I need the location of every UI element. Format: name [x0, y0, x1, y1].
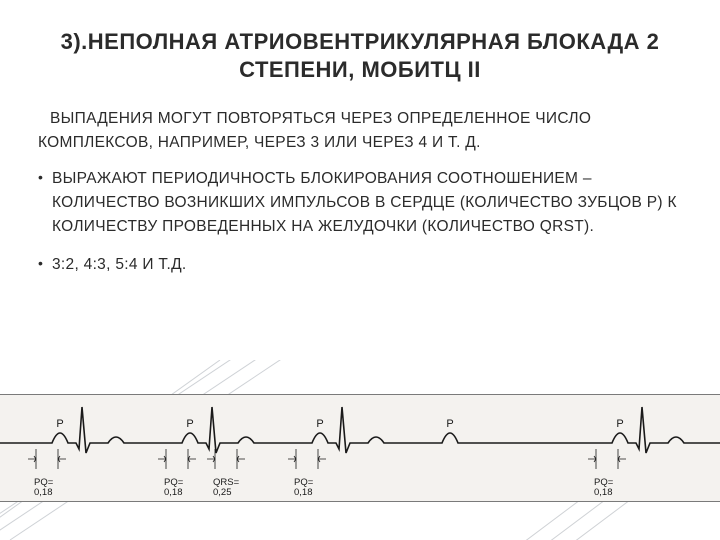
paragraph: ВЫПАДЕНИЯ МОГУТ ПОВТОРЯТЬСЯ ЧЕРЕЗ ОПРЕДЕ… [38, 107, 682, 155]
page-title: 3).НЕПОЛНАЯ АТРИОВЕНТРИКУЛЯРНАЯ БЛОКАДА … [0, 0, 720, 93]
ecg-chart: PPPPPPQ=0,18PQ=0,18QRS=0,25PQ=0,18PQ=0,1… [0, 394, 720, 502]
svg-text:P: P [316, 418, 323, 430]
bullet-item: 3:2, 4:3, 5:4 И Т.Д. [38, 253, 682, 277]
svg-text:0,25: 0,25 [213, 487, 232, 498]
svg-text:0,18: 0,18 [294, 487, 313, 498]
svg-text:P: P [186, 418, 193, 430]
svg-text:P: P [56, 418, 63, 430]
svg-text:0,18: 0,18 [164, 487, 183, 498]
svg-text:0,18: 0,18 [594, 487, 613, 498]
svg-text:P: P [446, 418, 453, 430]
bullet-item: ВЫРАЖАЮТ ПЕРИОДИЧНОСТЬ БЛОКИРОВАНИЯ СООТ… [38, 167, 682, 239]
body-text: ВЫПАДЕНИЯ МОГУТ ПОВТОРЯТЬСЯ ЧЕРЕЗ ОПРЕДЕ… [0, 93, 720, 277]
slide: 3).НЕПОЛНАЯ АТРИОВЕНТРИКУЛЯРНАЯ БЛОКАДА … [0, 0, 720, 540]
svg-text:0,18: 0,18 [34, 487, 53, 498]
svg-text:P: P [616, 418, 623, 430]
